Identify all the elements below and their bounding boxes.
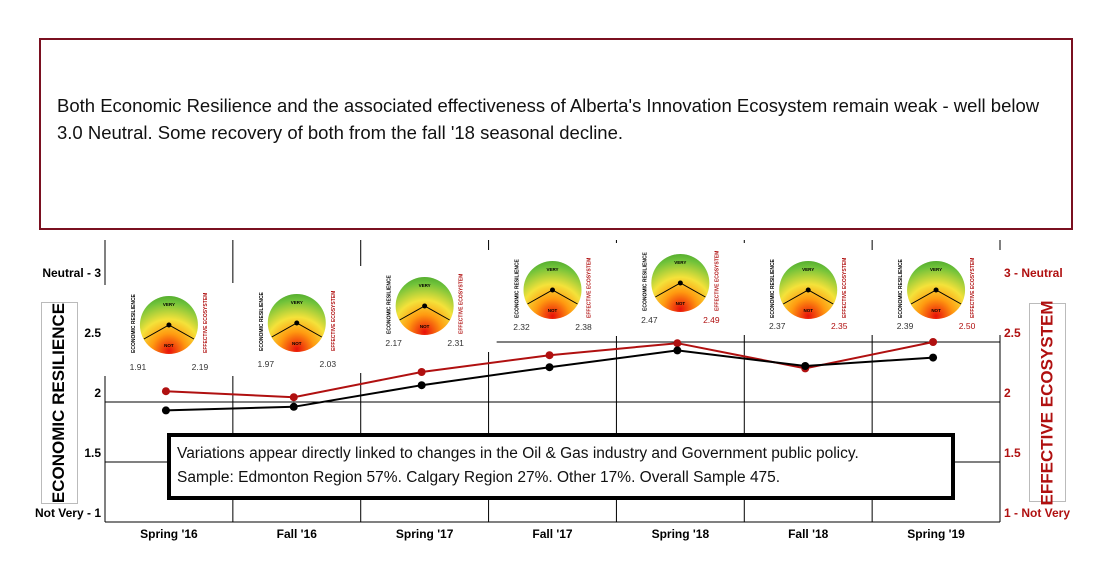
note-line-1: Variations appear directly linked to cha… (177, 445, 859, 462)
data-point-economic (801, 362, 810, 370)
gauge-not-label: NOT (548, 308, 558, 313)
gauge-ecosystem-value: 2.19 (192, 362, 209, 372)
gauge-pivot (933, 287, 939, 293)
summary-text: Both Economic Resilience and the associa… (57, 95, 1040, 143)
x-tick-label: Spring '19 (907, 527, 965, 541)
gauge-economic-value: 2.17 (385, 338, 402, 348)
data-point-economic (161, 406, 170, 415)
gauge-ecosystem-label: EFFECTIVE ECOSYSTEM (331, 291, 337, 351)
right-tick-label: 3 - Neutral (1004, 266, 1063, 280)
data-point-economic (929, 353, 938, 362)
data-point-economic (673, 346, 682, 355)
gauge-ecosystem-value: 2.31 (447, 338, 464, 348)
gauge-pivot (294, 320, 300, 326)
gauge-economic-value: 2.39 (897, 321, 914, 331)
x-tick-label: Spring '16 (140, 527, 198, 541)
right-axis-title-box: EFFECTIVE ECOSYSTEM (1029, 300, 1066, 505)
gauge-very-label: VERY (546, 267, 558, 272)
gauge-very-label: VERY (802, 267, 814, 272)
left-tick-label: Neutral - 3 (42, 266, 101, 280)
gauge-economic-label: ECONOMIC RESILIENCE (387, 274, 393, 334)
right-tick-label: 2 (1004, 386, 1011, 400)
x-tick-label: Fall '18 (788, 527, 829, 541)
data-point-ecosystem (161, 387, 170, 396)
gauge-pivot (677, 280, 683, 286)
data-point-ecosystem (545, 351, 554, 360)
gauge-ecosystem-label: EFFECTIVE ECOSYSTEM (587, 258, 593, 318)
data-point-ecosystem (289, 393, 298, 402)
gauge-ecosystem-label: EFFECTIVE ECOSYSTEM (842, 258, 848, 318)
gauge-ecosystem-value: 2.49 (703, 315, 720, 325)
gauge-pivot (805, 287, 811, 293)
gauge-not-label: NOT (676, 301, 686, 306)
data-point-ecosystem (673, 339, 682, 348)
gauge-pivot (166, 322, 172, 328)
gauge-not-label: NOT (164, 343, 174, 348)
x-tick-label: Fall '16 (277, 527, 318, 541)
right-tick-label: 1 - Not Very (1004, 506, 1070, 520)
gauge-economic-label: ECONOMIC RESILIENCE (642, 251, 648, 311)
left-tick-label: 2.5 (84, 326, 101, 340)
right-tick-label: 1.5 (1004, 446, 1021, 460)
gauge-economic-label: ECONOMIC RESILIENCE (259, 291, 265, 351)
note-line-2: Sample: Edmonton Region 57%. Calgary Reg… (177, 469, 781, 486)
left-tick-label: 2 (94, 386, 101, 400)
gauge-pivot (422, 303, 428, 309)
gauge-ecosystem-value: 2.50 (959, 321, 976, 331)
right-tick-label: 2.5 (1004, 326, 1021, 340)
gauge-ecosystem-label: EFFECTIVE ECOSYSTEM (970, 258, 976, 318)
summary-box: Both Economic Resilience and the associa… (39, 38, 1073, 230)
gauge-ecosystem-label: EFFECTIVE ECOSYSTEM (203, 293, 209, 353)
left-tick-label: Not Very - 1 (35, 506, 101, 520)
left-tick-label: 1.5 (84, 446, 101, 460)
right-axis-title: EFFECTIVE ECOSYSTEM (1037, 300, 1057, 505)
x-tick-label: Spring '18 (652, 527, 710, 541)
x-tick-label: Spring '17 (396, 527, 454, 541)
gauge-very-label: VERY (930, 267, 942, 272)
gauge-not-label: NOT (292, 341, 302, 346)
gauge-ecosystem-value: 2.03 (320, 359, 337, 369)
gauge-economic-value: 1.91 (130, 362, 147, 372)
gauge-economic-label: ECONOMIC RESILIENCE (131, 293, 137, 353)
gauge-very-label: VERY (291, 300, 303, 305)
gauge-economic-value: 2.32 (513, 322, 530, 332)
gauge-very-label: VERY (163, 302, 175, 307)
gauge-not-label: NOT (931, 308, 941, 313)
gauge-pivot (550, 287, 555, 293)
gauge-ecosystem-value: 2.35 (831, 321, 848, 331)
left-axis-title-box: ECONOMIC RESILIENCE (41, 302, 78, 504)
gauge-economic-label: ECONOMIC RESILIENCE (770, 258, 776, 318)
data-point-economic (417, 381, 426, 390)
gauge-economic-value: 2.37 (769, 321, 786, 331)
gauge-very-label: VERY (419, 283, 431, 288)
gauge-economic-value: 1.97 (258, 359, 275, 369)
line-chart: VERY NOT ECONOMIC RESILIENCE EFFECTIVE ECOS… (35, 240, 1070, 541)
gauge-ecosystem-value: 2.38 (575, 322, 592, 332)
gauge-economic-label: ECONOMIC RESILIENCE (898, 258, 904, 318)
gauge-not-label: NOT (803, 308, 813, 313)
gauge-very-label: VERY (674, 260, 686, 265)
data-point-ecosystem (417, 368, 426, 376)
note-box: Variations appear directly linked to cha… (167, 433, 955, 500)
gauge-economic-value: 2.47 (641, 315, 658, 325)
data-point-economic (289, 402, 298, 411)
left-axis-title: ECONOMIC RESILIENCE (49, 302, 69, 504)
x-tick-label: Fall '17 (532, 527, 573, 541)
gauge-ecosystem-label: EFFECTIVE ECOSYSTEM (714, 251, 720, 311)
data-point-ecosystem (929, 338, 938, 346)
gauge-economic-label: ECONOMIC RESILIENCE (515, 258, 521, 318)
gauge-not-label: NOT (420, 324, 430, 329)
data-point-economic (545, 363, 554, 372)
gauge-ecosystem-label: EFFECTIVE ECOSYSTEM (459, 274, 465, 334)
